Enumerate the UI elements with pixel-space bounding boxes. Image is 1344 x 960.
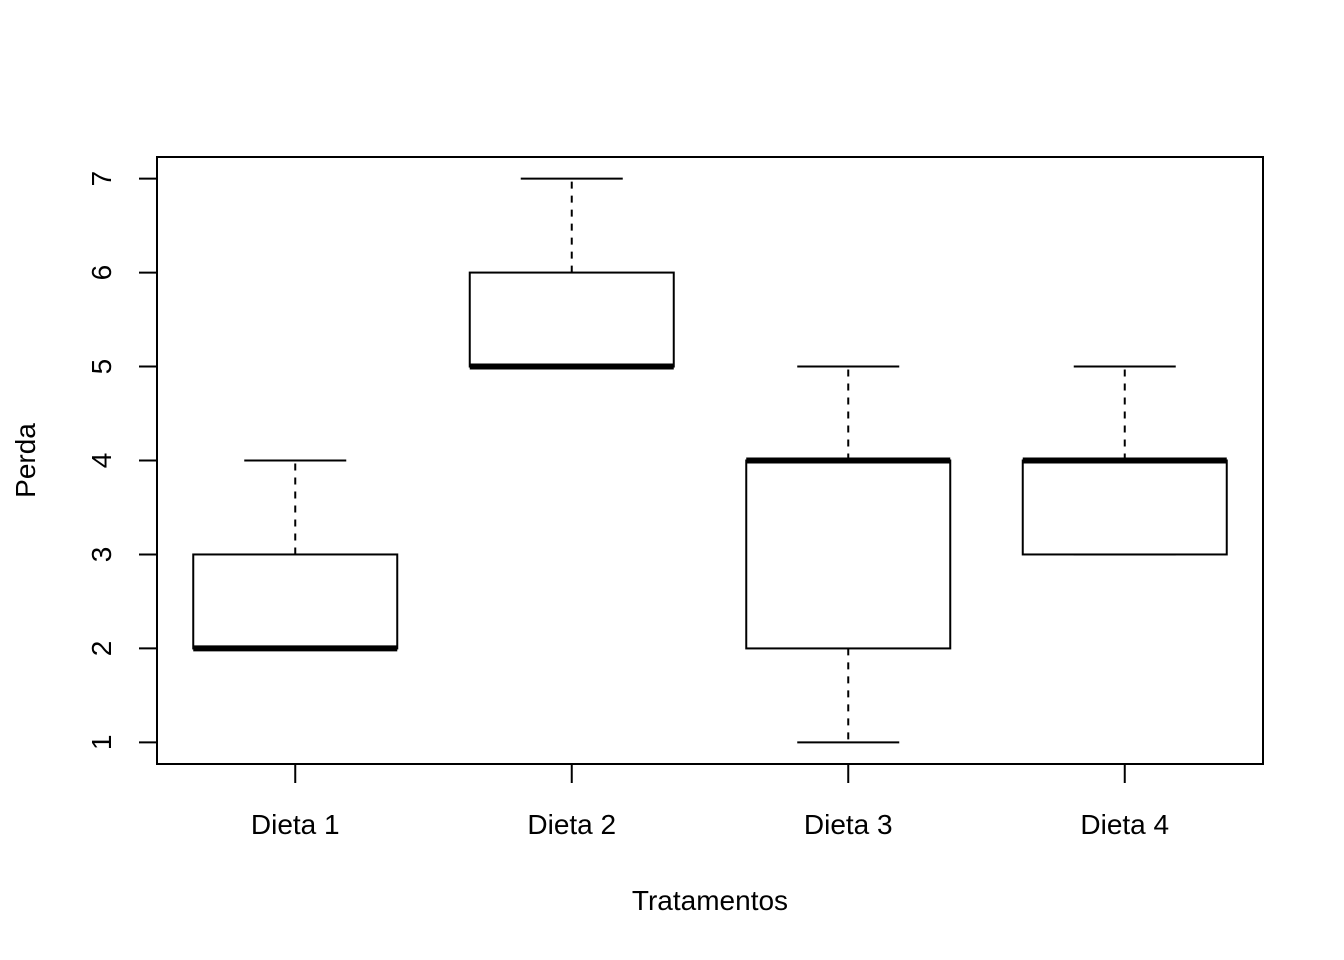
- y-tick-label: 5: [86, 359, 117, 375]
- x-axis: Dieta 1 Dieta 2 Dieta 3 Dieta 4: [251, 764, 1169, 840]
- y-tick-label: 7: [86, 171, 117, 187]
- y-tick-label: 1: [86, 735, 117, 751]
- box-2: [468, 177, 675, 370]
- box-1: [192, 459, 399, 652]
- y-axis: 1 2 3 4 5 6 7: [86, 171, 157, 750]
- y-tick-label: 6: [86, 265, 117, 281]
- y-tick-label: 3: [86, 547, 117, 563]
- x-tick-label: Dieta 3: [804, 809, 893, 840]
- box-4: [1021, 365, 1228, 556]
- y-tick-label: 2: [86, 641, 117, 657]
- y-tick-label: 4: [86, 453, 117, 469]
- x-tick-label: Dieta 1: [251, 809, 340, 840]
- boxes: [192, 177, 1228, 744]
- x-tick-label: Dieta 2: [527, 809, 616, 840]
- box-3: [745, 365, 952, 744]
- x-axis-title: Tratamentos: [632, 885, 788, 916]
- x-tick-label: Dieta 4: [1080, 809, 1169, 840]
- y-axis-title: Perda: [10, 423, 41, 498]
